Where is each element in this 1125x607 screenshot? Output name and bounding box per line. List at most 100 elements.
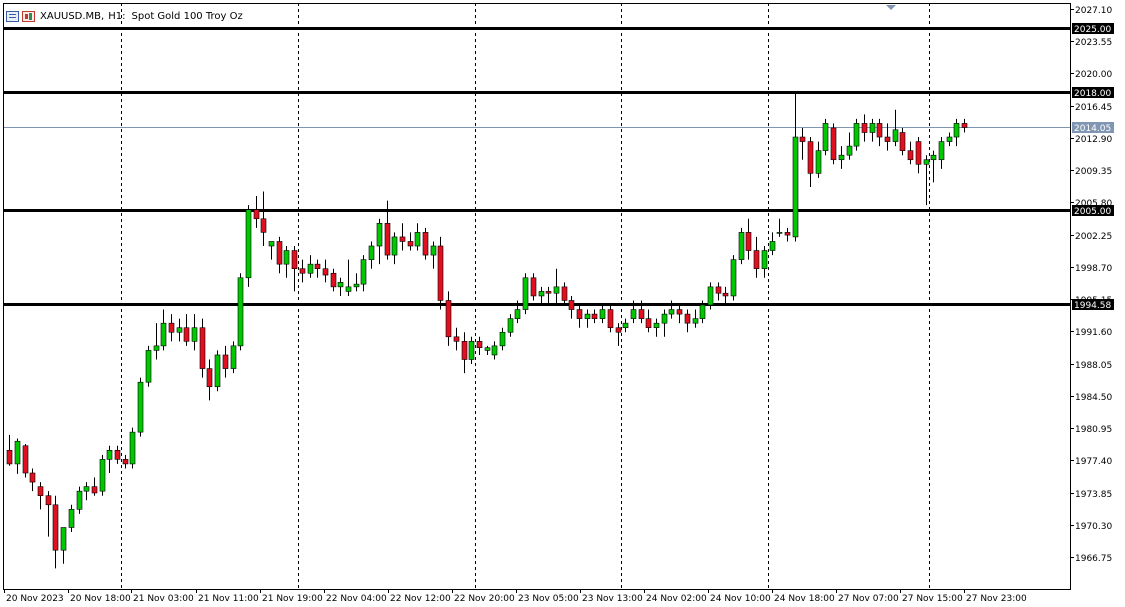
candle <box>253 196 260 228</box>
candle <box>160 309 167 351</box>
chart-timeframe: H1: <box>108 10 126 22</box>
time-tick-label: 22 Nov 04:00 <box>326 594 387 604</box>
session-separators <box>121 3 930 589</box>
candle <box>384 200 391 260</box>
candle-body-bear <box>122 459 129 465</box>
price-tick-label: 2027.10 <box>1075 6 1112 16</box>
candle-body-bull <box>99 459 106 492</box>
candle-body-bull <box>668 309 675 315</box>
candle-body-bear <box>45 495 52 506</box>
candle <box>838 146 845 169</box>
candle <box>191 314 198 351</box>
candle-body-bull <box>283 250 290 265</box>
time-tick-label: 24 Nov 02:00 <box>646 594 707 604</box>
candle-body-bull <box>946 136 953 142</box>
candle <box>846 132 853 160</box>
candle <box>607 305 614 333</box>
candle <box>45 491 52 537</box>
candle-body-bull <box>699 304 706 319</box>
candle-body-bull <box>353 283 360 288</box>
candle-body-bear <box>52 504 59 551</box>
candle <box>715 282 722 301</box>
candle <box>769 232 776 256</box>
candle-body-bull <box>430 245 437 256</box>
candle <box>661 309 668 337</box>
candle <box>923 155 930 206</box>
candle <box>830 123 837 165</box>
candle-body-bull <box>853 123 860 147</box>
candle-body-bear <box>568 300 575 310</box>
candle <box>276 236 283 274</box>
candle-body-bull <box>514 309 521 319</box>
candle <box>83 482 90 501</box>
candle-body-bull <box>237 277 244 347</box>
candle-body-bear <box>330 272 337 288</box>
candle-body-bull <box>792 136 799 238</box>
candle-body-bear <box>322 268 329 276</box>
candle-body-bull <box>345 286 352 292</box>
candle-body-bull <box>484 347 491 351</box>
candle <box>6 434 13 466</box>
candle <box>407 232 414 251</box>
candle-body-bull <box>507 318 514 333</box>
candle-body-bear <box>291 250 298 269</box>
candle <box>538 286 545 306</box>
candle-body-bear <box>676 309 683 315</box>
time-tick-label: 21 Nov 03:00 <box>133 594 194 604</box>
price-tick-label: 1984.50 <box>1075 393 1112 403</box>
candle <box>553 268 560 306</box>
candle-body-bull <box>160 322 167 347</box>
candle <box>645 309 652 333</box>
market-watch-icon[interactable] <box>6 10 19 22</box>
candle-body-bear <box>645 318 652 329</box>
candle <box>499 327 506 351</box>
candle-body-bull <box>838 154 845 161</box>
candle <box>68 504 75 533</box>
time-axis[interactable]: 20 Nov 2023 20 Nov 18:00 21 Nov 03:00 21 No… <box>4 589 1027 604</box>
candle-body-bear <box>753 250 760 269</box>
candle <box>745 218 752 260</box>
candle-body-bear <box>607 309 614 329</box>
candle <box>260 191 267 246</box>
candle <box>368 241 375 269</box>
price-tick-label: 2016.45 <box>1075 103 1112 113</box>
level-price-label-bg <box>1072 87 1114 98</box>
candle-body-bear <box>114 450 121 460</box>
candle-body-bull <box>707 286 714 306</box>
candle <box>206 359 213 401</box>
candle-body-bull <box>692 318 699 324</box>
time-tick-label: 22 Nov 12:00 <box>390 594 451 604</box>
candle <box>314 259 321 278</box>
candle <box>29 468 36 492</box>
candle-body-bull <box>599 309 606 319</box>
candle-body-bear <box>461 341 468 360</box>
candle <box>183 314 190 346</box>
candle-body-bull <box>129 431 136 465</box>
chart-shift-marker-icon[interactable] <box>886 5 896 10</box>
candle-body-bear <box>37 486 44 497</box>
candle <box>283 245 290 278</box>
price-tick-label: 1980.95 <box>1075 425 1112 435</box>
candle <box>722 286 729 306</box>
horizontal-levels[interactable] <box>3 27 1070 306</box>
time-tick-label: 23 Nov 13:00 <box>582 594 643 604</box>
price-tick-label: 1973.85 <box>1075 490 1112 500</box>
candle <box>915 137 922 174</box>
candle-body-bull <box>145 350 152 383</box>
price-tick-label: 2020.00 <box>1075 70 1112 80</box>
candle-body-bull <box>869 123 876 133</box>
candle-body-bull <box>553 286 560 294</box>
time-tick-label: 21 Nov 11:00 <box>198 594 259 604</box>
candle <box>930 150 937 183</box>
candle <box>376 218 383 265</box>
candle-body-bear <box>861 123 868 133</box>
candle-body-bull <box>360 259 367 285</box>
candle-body-bear <box>561 286 568 301</box>
level-price-label-bg <box>1072 23 1114 34</box>
candle <box>137 377 144 437</box>
candle <box>514 300 521 324</box>
candle <box>653 318 660 337</box>
candle <box>584 309 591 328</box>
chart-type-icon[interactable] <box>22 10 35 22</box>
